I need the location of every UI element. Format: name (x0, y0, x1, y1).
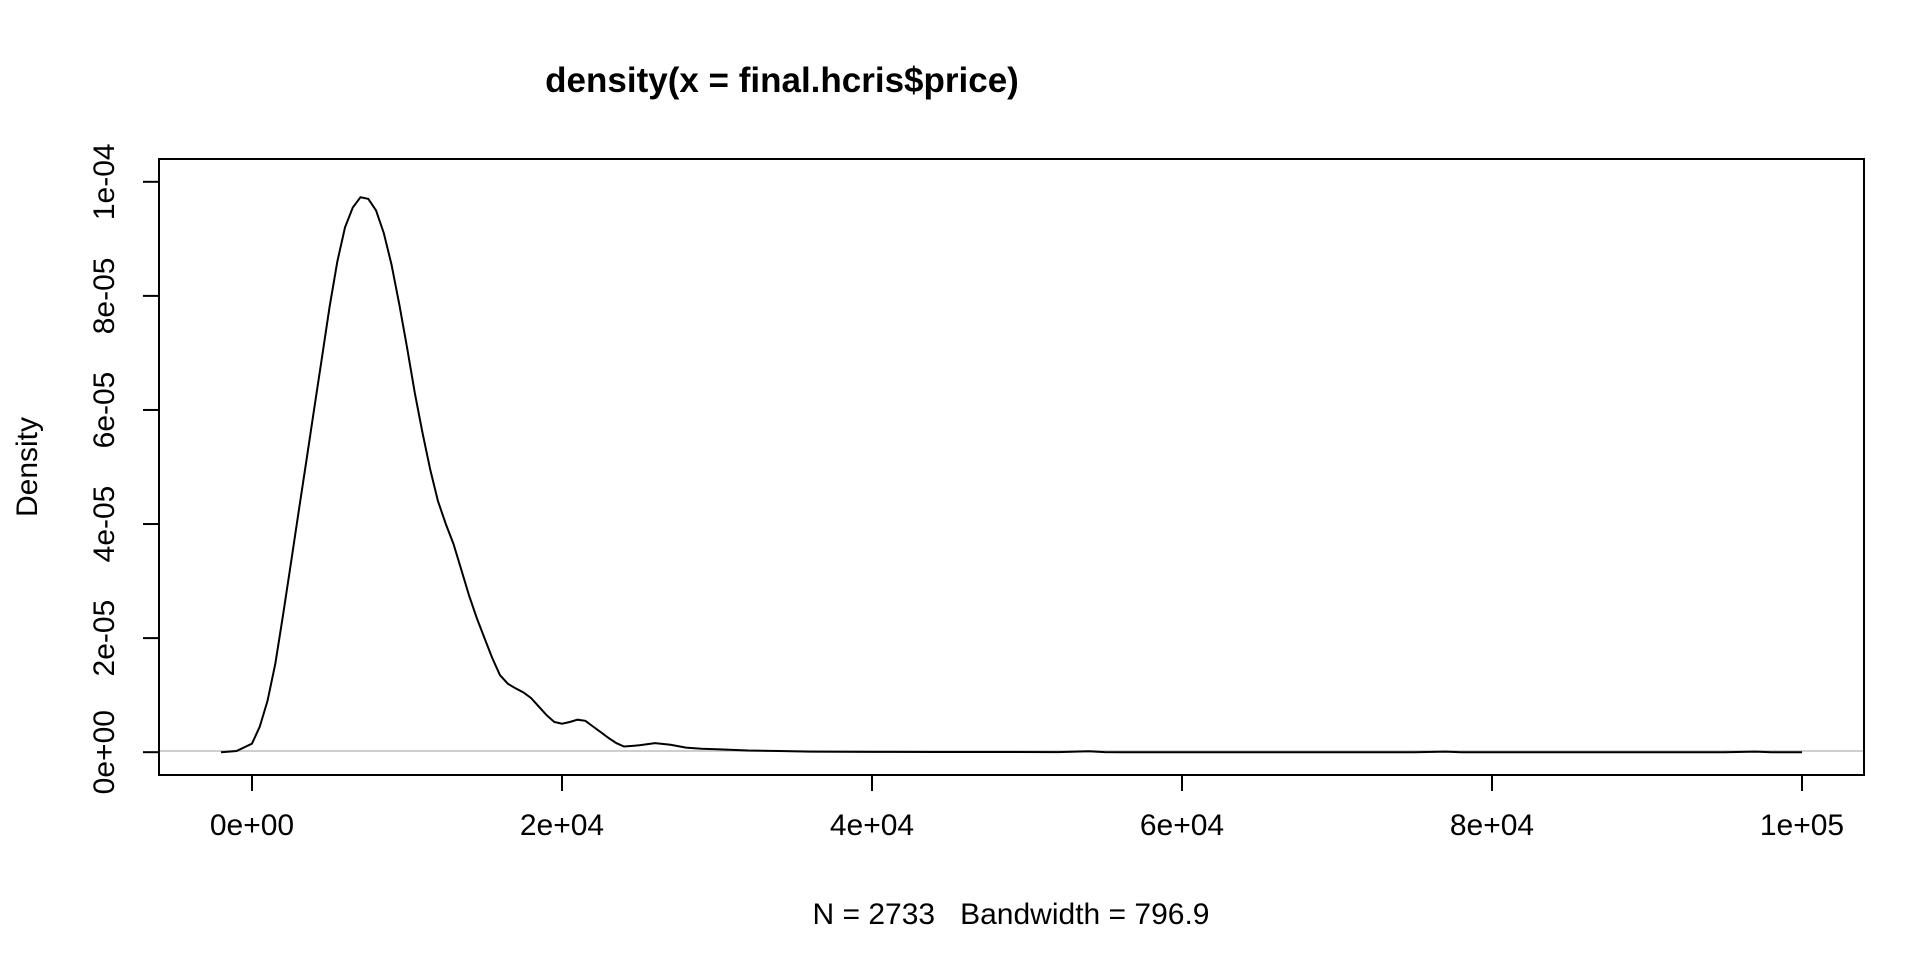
y-tick-label: 8e-05 (88, 258, 121, 335)
plot-frame (158, 158, 1865, 776)
y-tick-label: 0e+00 (88, 710, 121, 794)
density-curve (220, 196, 1802, 754)
x-tick-label: 0e+00 (210, 809, 294, 842)
y-tick-label: 4e-05 (88, 486, 121, 563)
x-tick-label: 4e+04 (830, 809, 914, 842)
x-axis-label: N = 2733 Bandwidth = 796.9 (813, 898, 1210, 931)
x-axis: 0e+00 2e+04 4e+04 6e+04 8e+04 1e+05 (210, 774, 1844, 842)
x-tick-label: 1e+05 (1760, 809, 1844, 842)
x-tick-label: 6e+04 (1140, 809, 1224, 842)
y-tick-label: 2e-05 (88, 600, 121, 677)
x-tick-label: 8e+04 (1450, 809, 1534, 842)
y-axis: 0e+00 2e-05 4e-05 6e-05 8e-05 1e-04 (88, 143, 160, 794)
x-tick-label: 2e+04 (520, 809, 604, 842)
y-axis-label: Density (11, 417, 44, 517)
chart-title: density(x = final.hcris$price) (545, 61, 1019, 100)
y-tick-label: 1e-04 (88, 143, 121, 220)
y-tick-label: 6e-05 (88, 372, 121, 449)
